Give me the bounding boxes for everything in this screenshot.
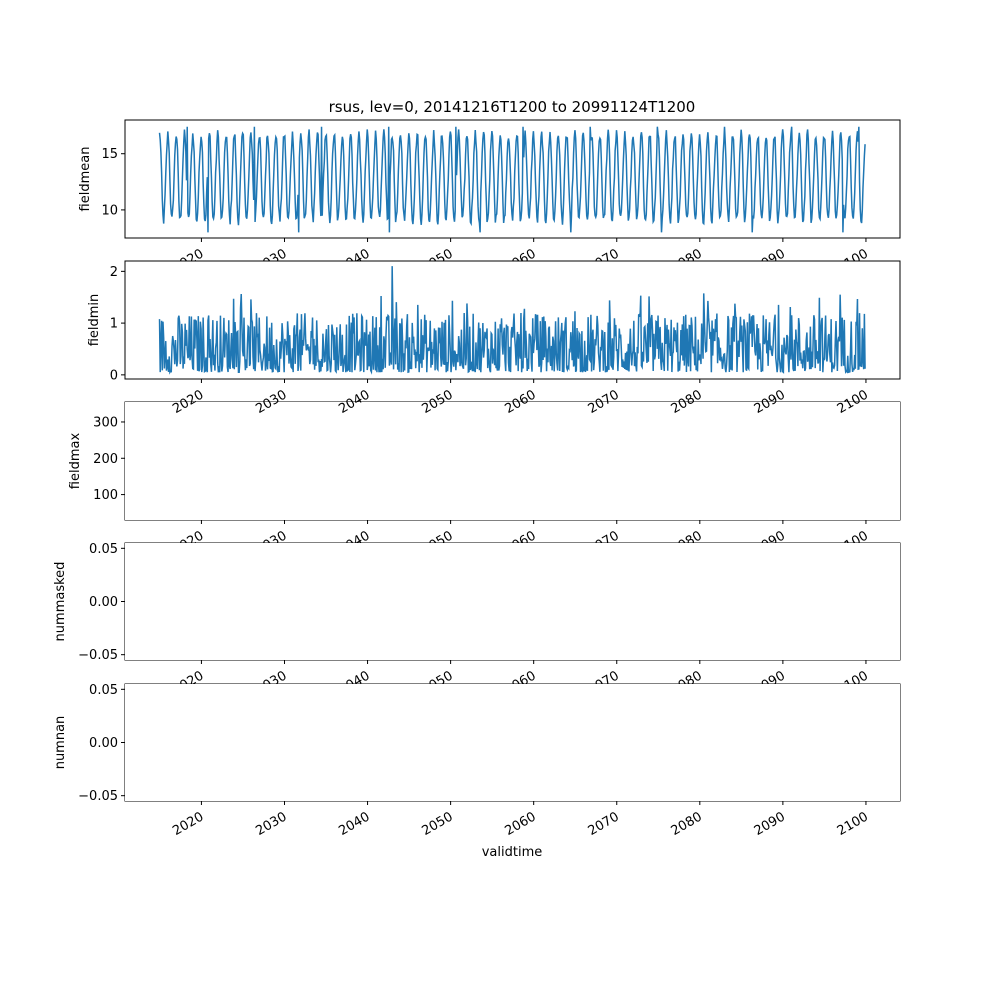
numnan-y-axis-label: numnan	[53, 716, 68, 770]
numnan-y-tick-label: 0.00	[89, 736, 118, 751]
fieldmean-series-line	[158, 126, 866, 233]
fieldmean-y-tick-label: 10	[101, 203, 118, 218]
fieldmin-y-tick-label: 1	[110, 317, 118, 332]
numnan-y-tick-label: −0.05	[78, 789, 118, 804]
x-axis-label: validtime	[482, 845, 543, 860]
panel-background-numnan	[125, 684, 900, 801]
fieldmax-y-tick-label: 200	[93, 452, 118, 467]
fieldmin-y-axis-label: fieldmin	[87, 294, 102, 347]
fieldmax-y-tick-label: 300	[93, 415, 118, 430]
fieldmin-y-tick-label: 2	[110, 265, 118, 280]
panel-background-nummasked	[125, 543, 900, 660]
nummasked-y-tick-label: −0.05	[78, 648, 118, 663]
nummasked-y-tick-label: 0.00	[89, 595, 118, 610]
fieldmax-y-axis-label: fieldmax	[68, 433, 83, 490]
fieldmean-axes-frame	[124, 119, 901, 239]
fieldmean-y-axis-label: fieldmean	[78, 147, 93, 212]
numnan-y-tick-label: 0.05	[89, 683, 118, 698]
nummasked-y-tick-label: 0.05	[89, 542, 118, 557]
panels-group: 1015fieldmean202020302040205020602070208…	[53, 119, 901, 839]
fieldmax-y-tick-label: 100	[93, 488, 118, 503]
fieldmean-y-tick-label: 15	[101, 147, 118, 162]
panel-background-fieldmax	[125, 402, 900, 520]
fieldmin-axes-frame	[124, 260, 901, 380]
fieldmin-series-line	[158, 266, 866, 375]
fieldmin-y-tick-label: 0	[110, 368, 118, 383]
chart-title: rsus, lev=0, 20141216T1200 to 20991124T1…	[329, 98, 696, 116]
nummasked-y-axis-label: nummasked	[53, 562, 68, 642]
